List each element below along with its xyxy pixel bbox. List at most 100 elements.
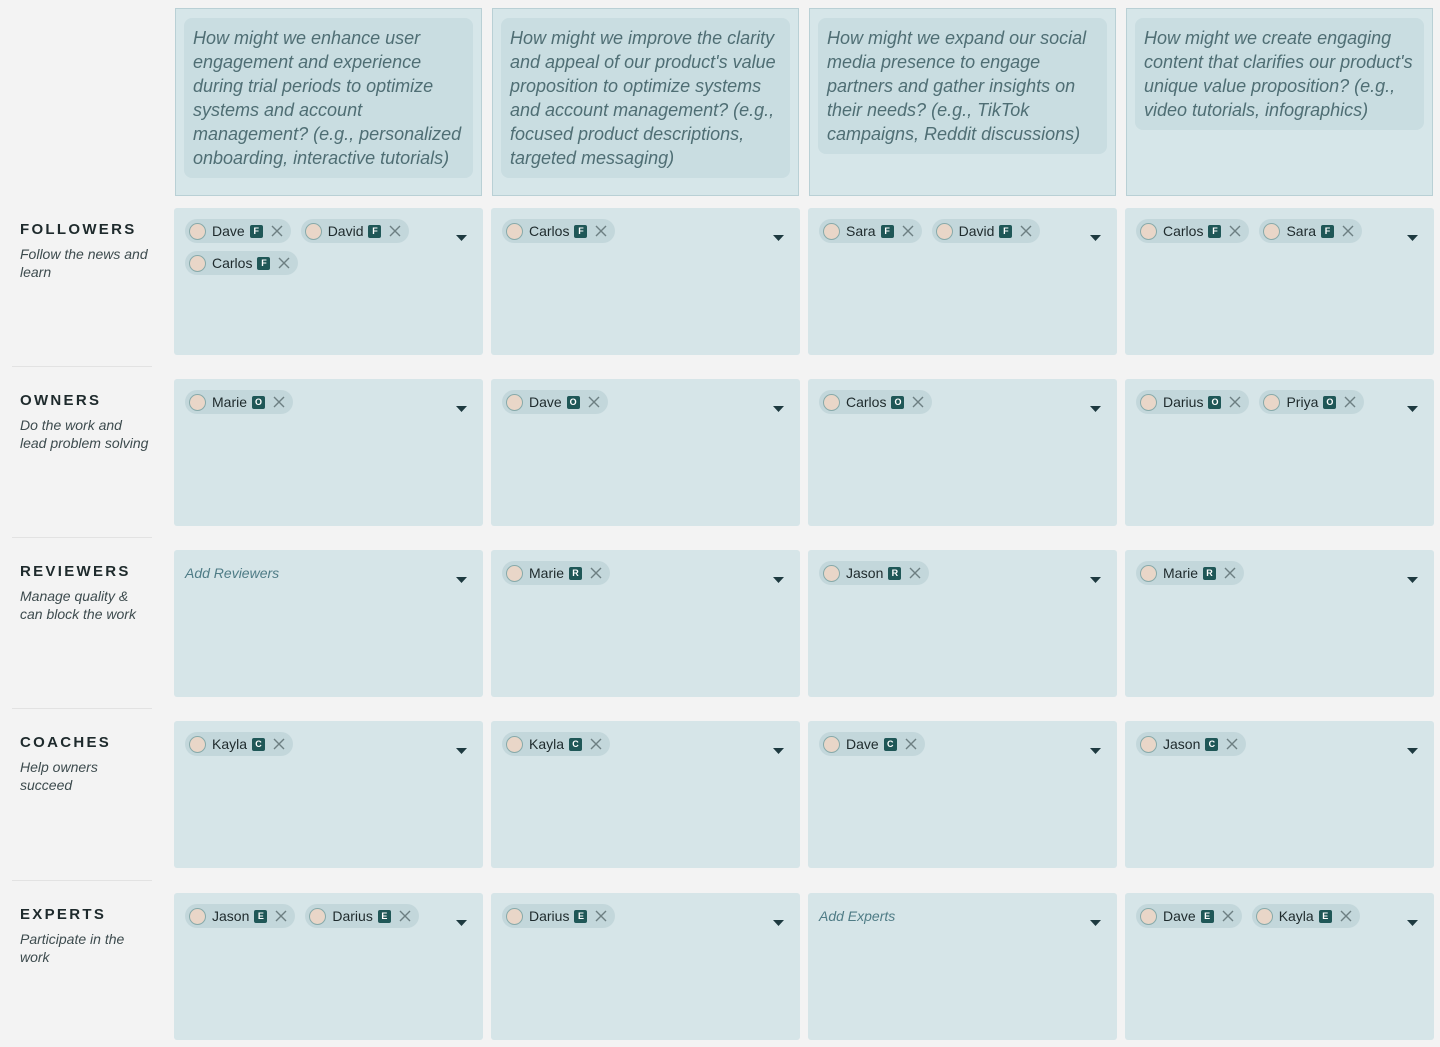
- dropdown-arrow[interactable]: [773, 913, 784, 931]
- remove-button[interactable]: [1226, 738, 1238, 750]
- assignee-cell[interactable]: Kayla C: [174, 721, 483, 868]
- person-chip[interactable]: David F: [931, 219, 1041, 243]
- assignee-cell[interactable]: Darius O Priya O: [1125, 379, 1434, 526]
- remove-button[interactable]: [595, 910, 607, 922]
- dropdown-arrow[interactable]: [773, 228, 784, 246]
- person-chip[interactable]: Dave F: [185, 219, 291, 243]
- dropdown-arrow[interactable]: [773, 399, 784, 417]
- person-chip[interactable]: Darius E: [502, 904, 616, 928]
- remove-button[interactable]: [273, 738, 285, 750]
- assignee-cell[interactable]: Dave C: [808, 721, 1117, 868]
- person-chip[interactable]: Darius E: [305, 904, 419, 928]
- person-name: Darius: [529, 908, 570, 924]
- assignee-cell[interactable]: Jason C: [1125, 721, 1434, 868]
- dropdown-arrow[interactable]: [1407, 913, 1418, 931]
- remove-button[interactable]: [1222, 910, 1234, 922]
- person-chip[interactable]: Sara F: [819, 219, 922, 243]
- role-badge: O: [252, 395, 266, 409]
- remove-button[interactable]: [1340, 910, 1352, 922]
- add-placeholder[interactable]: Add Experts: [819, 908, 896, 924]
- dropdown-arrow[interactable]: [1090, 399, 1101, 417]
- remove-button[interactable]: [902, 225, 914, 237]
- dropdown-arrow[interactable]: [456, 741, 467, 759]
- person-chip[interactable]: Dave C: [819, 732, 925, 756]
- person-chip[interactable]: Dave E: [1136, 904, 1242, 928]
- dropdown-arrow[interactable]: [456, 570, 467, 588]
- person-chip[interactable]: Priya O: [1259, 390, 1365, 414]
- assignee-cell[interactable]: Jason R: [808, 550, 1117, 697]
- person-chip[interactable]: Marie R: [1136, 561, 1245, 585]
- assignee-cell[interactable]: Add Reviewers: [174, 550, 483, 697]
- dropdown-arrow[interactable]: [1407, 399, 1418, 417]
- person-chip[interactable]: Jason E: [185, 904, 296, 928]
- person-chip[interactable]: Jason C: [1136, 732, 1247, 756]
- assignee-cell[interactable]: Kayla C: [491, 721, 800, 868]
- assignee-cell[interactable]: Marie O: [174, 379, 483, 526]
- dropdown-arrow[interactable]: [456, 228, 467, 246]
- remove-button[interactable]: [1229, 396, 1241, 408]
- dropdown-arrow[interactable]: [1090, 228, 1101, 246]
- remove-button[interactable]: [273, 396, 285, 408]
- assignee-cell[interactable]: Carlos F Sara F: [1125, 208, 1434, 355]
- dropdown-arrow[interactable]: [1090, 570, 1101, 588]
- person-chip[interactable]: Kayla C: [185, 732, 294, 756]
- assignee-cell[interactable]: Jason E Darius E: [174, 893, 483, 1040]
- person-chip[interactable]: Jason R: [819, 561, 930, 585]
- remove-button[interactable]: [399, 910, 411, 922]
- person-chip[interactable]: Dave O: [502, 390, 608, 414]
- avatar: [1263, 222, 1281, 240]
- assignee-cell[interactable]: Carlos F: [491, 208, 800, 355]
- remove-button[interactable]: [1342, 225, 1354, 237]
- remove-button[interactable]: [909, 567, 921, 579]
- remove-button[interactable]: [1229, 225, 1241, 237]
- remove-button[interactable]: [595, 225, 607, 237]
- assignee-cell[interactable]: Add Experts: [808, 893, 1117, 1040]
- person-chip[interactable]: Carlos O: [819, 390, 933, 414]
- assignee-cell[interactable]: Dave F David F Carlos F: [174, 208, 483, 355]
- assignee-cell[interactable]: Marie R: [1125, 550, 1434, 697]
- role-title: EXPERTS: [20, 906, 107, 923]
- dropdown-arrow[interactable]: [773, 741, 784, 759]
- dropdown-arrow[interactable]: [773, 570, 784, 588]
- remove-button[interactable]: [1224, 567, 1236, 579]
- remove-button[interactable]: [1020, 225, 1032, 237]
- person-chip[interactable]: David F: [300, 219, 410, 243]
- remove-button[interactable]: [389, 225, 401, 237]
- remove-button[interactable]: [1344, 396, 1356, 408]
- assignee-cell[interactable]: Dave E Kayla E: [1125, 893, 1434, 1040]
- remove-button[interactable]: [590, 567, 602, 579]
- person-chip[interactable]: Kayla E: [1251, 904, 1360, 928]
- dropdown-arrow[interactable]: [1407, 228, 1418, 246]
- remove-button[interactable]: [278, 257, 290, 269]
- person-chip[interactable]: Sara F: [1259, 219, 1363, 243]
- role-badge: F: [999, 224, 1013, 238]
- remove-button[interactable]: [905, 738, 917, 750]
- dropdown-arrow[interactable]: [1090, 741, 1101, 759]
- assignee-cell[interactable]: Carlos O: [808, 379, 1117, 526]
- role-label: OWNERS Do the work and lead problem solvi…: [20, 392, 150, 452]
- remove-button[interactable]: [590, 738, 602, 750]
- role-badge: C: [569, 737, 583, 751]
- assignee-cell[interactable]: Dave O: [491, 379, 800, 526]
- dropdown-arrow[interactable]: [456, 913, 467, 931]
- person-chip[interactable]: Marie R: [502, 561, 611, 585]
- person-chip[interactable]: Carlos F: [185, 251, 299, 275]
- person-chip[interactable]: Carlos F: [1136, 219, 1250, 243]
- assignee-cell[interactable]: Darius E: [491, 893, 800, 1040]
- person-chip[interactable]: Darius O: [1136, 390, 1250, 414]
- dropdown-arrow[interactable]: [1407, 741, 1418, 759]
- remove-button[interactable]: [588, 396, 600, 408]
- assignee-cell[interactable]: Sara F David F: [808, 208, 1117, 355]
- dropdown-arrow[interactable]: [1090, 913, 1101, 931]
- assignee-cell[interactable]: Marie R: [491, 550, 800, 697]
- avatar: [506, 564, 523, 582]
- person-chip[interactable]: Kayla C: [502, 732, 611, 756]
- remove-button[interactable]: [275, 910, 287, 922]
- remove-button[interactable]: [271, 225, 283, 237]
- dropdown-arrow[interactable]: [1407, 570, 1418, 588]
- dropdown-arrow[interactable]: [456, 399, 467, 417]
- person-chip[interactable]: Carlos F: [502, 219, 616, 243]
- remove-button[interactable]: [912, 396, 924, 408]
- add-placeholder[interactable]: Add Reviewers: [185, 565, 280, 581]
- person-chip[interactable]: Marie O: [185, 390, 294, 414]
